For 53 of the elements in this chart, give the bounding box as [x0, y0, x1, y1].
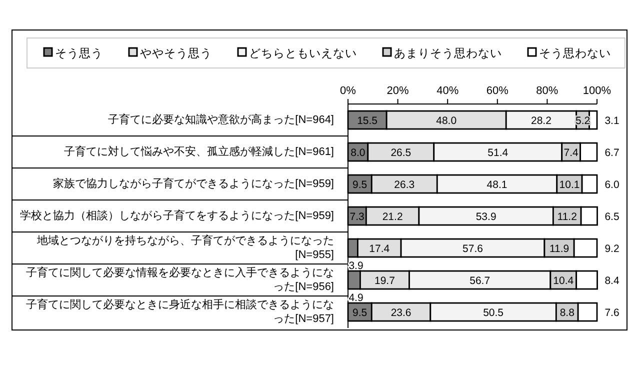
data-label: 8.8: [560, 307, 575, 319]
data-label: 15.5: [357, 115, 378, 127]
x-tick-label: 0%: [340, 85, 356, 97]
data-label: 21.2: [382, 211, 403, 223]
data-label: 28.2: [531, 115, 552, 127]
y-tick-label: 子育てに必要な知識や意欲が高まった[N=964]: [108, 113, 334, 127]
data-label: 11.2: [557, 211, 578, 223]
data-label: 53.9: [476, 211, 496, 223]
data-label: 51.4: [488, 147, 508, 159]
data-label: 9.2: [604, 243, 620, 255]
data-label: 10.4: [553, 275, 574, 287]
legend-item: そう思わない: [527, 47, 611, 60]
y-tick-label: 子育てに関して必要なときに身近な相手に相談できるようになった[N=957]: [25, 298, 334, 326]
x-tick-label: 100%: [582, 85, 612, 97]
data-label: 6.0: [604, 179, 620, 191]
legend-label: そう思う: [55, 47, 103, 60]
y-tick-label: 家族で協力しながら子育てができるようになった[N=959]: [53, 177, 334, 191]
data-label: 3.1: [604, 115, 620, 127]
data-label: 9.5: [352, 307, 368, 319]
x-tick-label: 20%: [386, 85, 410, 97]
y-tick-label: 子育てに対して悩みや不安、孤立感が軽減した[N=961]: [64, 145, 334, 159]
data-label: 6.5: [604, 211, 620, 223]
data-label: 48.1: [486, 179, 508, 191]
data-label: 11.9: [549, 243, 570, 255]
data-label: 26.5: [390, 147, 412, 159]
legend-item: あまりそう思わない: [382, 47, 502, 60]
legend-item: ややそう思う: [128, 47, 212, 60]
data-label: 26.3: [394, 179, 415, 191]
y-tick-label: 地域とつながりを持ちながら、子育てができるようになった[N=955]: [36, 234, 334, 262]
data-label: 57.6: [462, 243, 484, 255]
x-tick-label: 80%: [536, 85, 558, 97]
data-label: 19.7: [374, 275, 396, 287]
y-tick-label: 子育てに関して必要な情報を必要なときに入手できるようになった[N=956]: [25, 266, 334, 294]
x-tick-label: 40%: [436, 85, 459, 97]
data-label: 4.9: [348, 292, 364, 304]
data-label: 7.6: [604, 307, 620, 319]
data-label: 7.3: [350, 211, 365, 223]
data-label: 48.0: [436, 115, 457, 127]
legend-item: どちらともいえない: [237, 47, 357, 60]
data-label: 50.5: [483, 307, 504, 319]
data-label: 23.6: [390, 307, 412, 319]
data-label: 6.7: [604, 147, 620, 159]
data-label: 8.4: [604, 275, 620, 287]
data-label: 56.7: [470, 275, 490, 287]
x-tick-label: 60%: [486, 85, 509, 97]
data-label: 7.4: [564, 147, 579, 159]
data-label: 8.0: [350, 147, 366, 159]
y-tick-label: 学校と協力（相談）しながら子育てをするようになった[N=959]: [20, 209, 334, 223]
legend-item: そう思う: [43, 47, 103, 60]
data-label: 17.4: [369, 243, 390, 255]
data-label: 9.5: [352, 179, 368, 191]
data-label: 10.1: [559, 179, 580, 191]
data-label: 3.9: [348, 260, 364, 272]
